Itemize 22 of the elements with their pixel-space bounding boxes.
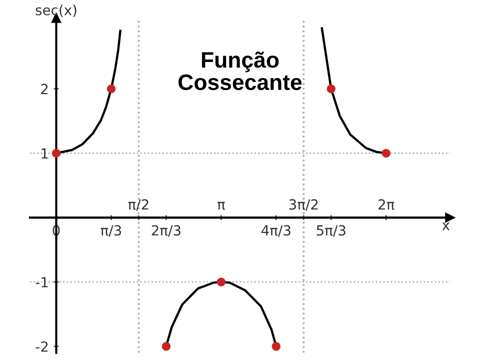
y-tick-label: 1 <box>42 148 48 158</box>
x2-tick-label: π/2 <box>128 199 148 211</box>
point <box>52 148 61 158</box>
y-tick-label: 2 <box>41 84 48 94</box>
point <box>106 84 116 94</box>
point <box>272 342 281 351</box>
x-tick-label: π/3 <box>100 225 122 237</box>
x-axis-title: x <box>442 222 450 230</box>
point <box>326 84 336 94</box>
text: Função Cossecante <box>178 52 302 90</box>
x-tick-label: 5π/3 <box>316 225 346 237</box>
x2-tick-label: 3π/2 <box>289 199 318 211</box>
point <box>216 278 226 286</box>
point <box>162 342 171 351</box>
x2-tick-label: π <box>218 202 225 210</box>
x2-tick-label: 2π <box>378 199 394 210</box>
point <box>382 148 390 158</box>
x-tick-label: 2π/3 <box>152 225 180 237</box>
y-tick-label: -1 <box>36 277 48 288</box>
y-tick-label: -2 <box>36 341 48 352</box>
y-axis-title: sec(x) <box>36 4 76 17</box>
x-tick-label: 4π/3 <box>261 225 290 237</box>
